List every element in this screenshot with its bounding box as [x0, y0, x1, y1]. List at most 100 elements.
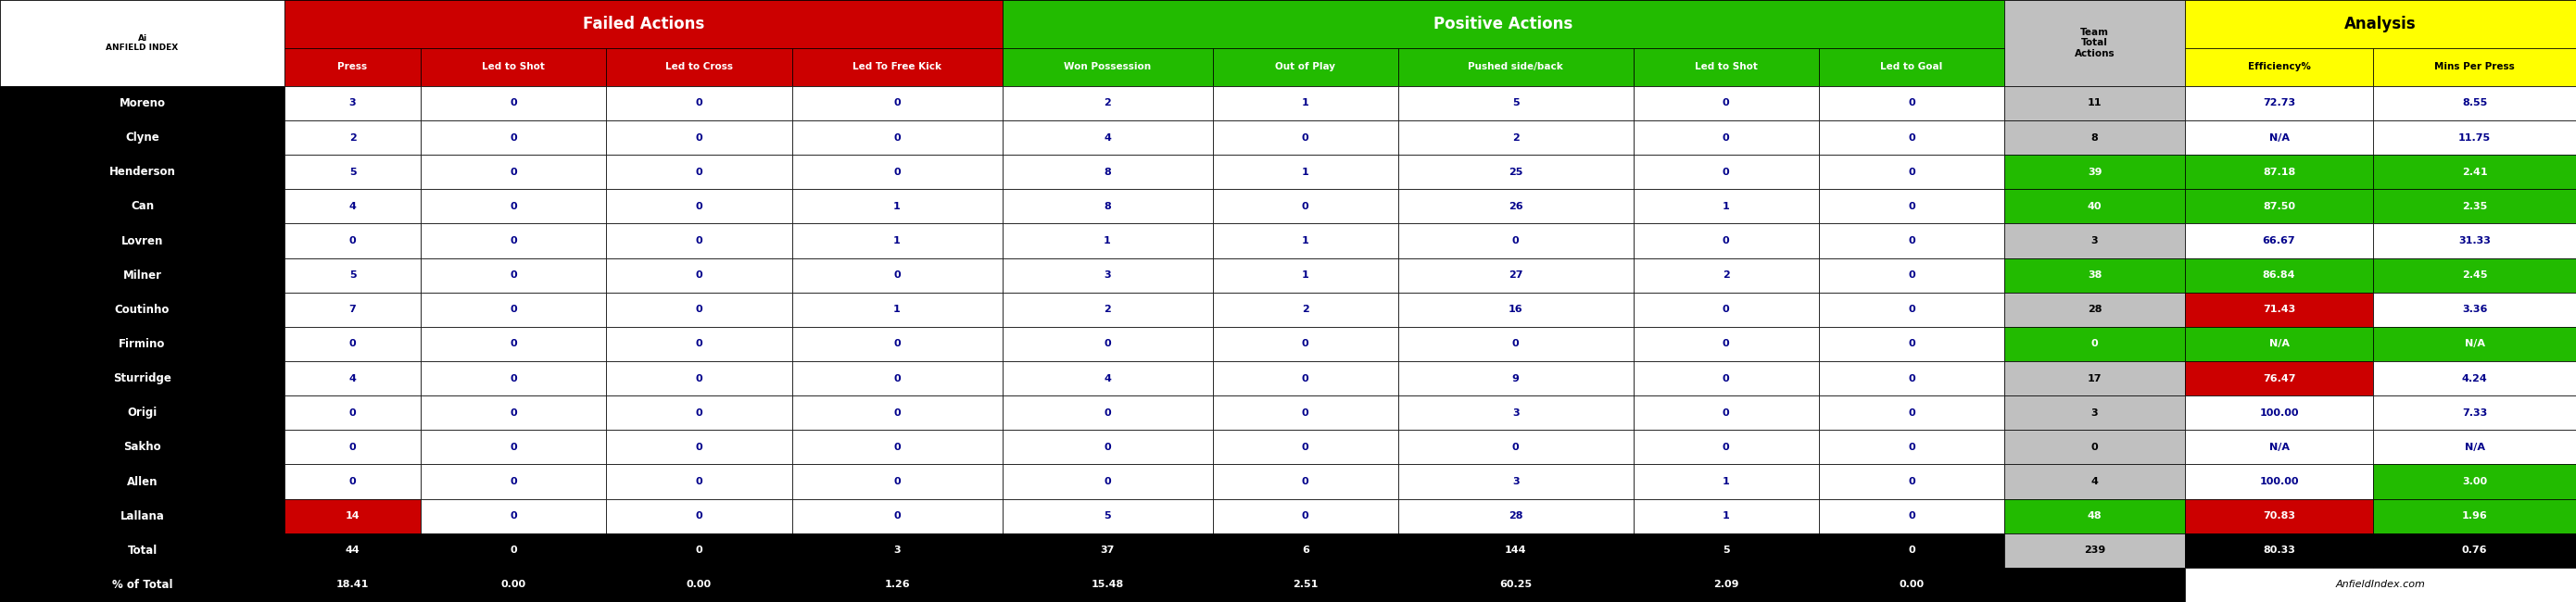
Bar: [1002, 430, 1213, 464]
Text: 0: 0: [1909, 202, 1914, 211]
Text: 8: 8: [1103, 167, 1110, 176]
Text: 0: 0: [510, 546, 518, 555]
Bar: [283, 327, 420, 361]
Text: 0: 0: [1512, 340, 1520, 349]
Text: 1: 1: [1723, 202, 1728, 211]
Bar: [791, 189, 1002, 223]
Bar: [420, 189, 605, 223]
Bar: [420, 568, 605, 602]
Text: 0.76: 0.76: [2463, 546, 2488, 555]
Bar: [283, 258, 420, 293]
Text: 18.41: 18.41: [337, 580, 368, 589]
Text: 239: 239: [2084, 546, 2105, 555]
Bar: [1213, 533, 1399, 568]
Text: 0: 0: [510, 236, 518, 246]
Bar: [1819, 120, 2004, 155]
Bar: [2372, 86, 2576, 120]
Bar: [605, 86, 791, 120]
Bar: [1213, 223, 1399, 258]
Bar: [1633, 533, 1819, 568]
Bar: [605, 464, 791, 499]
Bar: [1399, 258, 1633, 293]
Bar: [1213, 258, 1399, 293]
Bar: [1399, 189, 1633, 223]
Bar: [1819, 533, 2004, 568]
Bar: [2004, 327, 2184, 361]
Text: Led To Free Kick: Led To Free Kick: [853, 63, 940, 72]
Text: 3.36: 3.36: [2463, 305, 2488, 314]
Text: 0: 0: [696, 442, 703, 452]
Text: 3: 3: [350, 99, 355, 108]
Bar: [0, 86, 283, 120]
Text: 0: 0: [696, 511, 703, 521]
Text: 5: 5: [350, 270, 355, 280]
Text: 0: 0: [894, 133, 902, 142]
Bar: [2004, 258, 2184, 293]
Bar: [1002, 120, 1213, 155]
Text: 87.50: 87.50: [2262, 202, 2295, 211]
Text: 44: 44: [345, 546, 361, 555]
Text: 2: 2: [1103, 99, 1110, 108]
Bar: [1002, 464, 1213, 499]
Bar: [1633, 327, 1819, 361]
Bar: [1213, 189, 1399, 223]
Bar: [283, 293, 420, 327]
Bar: [420, 120, 605, 155]
Text: Lallana: Lallana: [121, 510, 165, 522]
Bar: [0, 464, 283, 499]
Bar: [2004, 464, 2184, 499]
Bar: [1002, 327, 1213, 361]
Bar: [420, 223, 605, 258]
Bar: [1819, 327, 2004, 361]
Bar: [2004, 533, 2184, 568]
Bar: [791, 499, 1002, 533]
Text: 1: 1: [1301, 236, 1309, 246]
Text: 1: 1: [1723, 477, 1728, 486]
Text: 0: 0: [1909, 408, 1914, 417]
Bar: [2372, 430, 2576, 464]
Bar: [605, 155, 791, 189]
Text: 39: 39: [2087, 167, 2102, 176]
Text: 0: 0: [696, 202, 703, 211]
Text: 0: 0: [894, 340, 902, 349]
Text: 0: 0: [1301, 133, 1309, 142]
Text: Firmino: Firmino: [118, 338, 165, 350]
Bar: [0, 293, 283, 327]
Text: Pushed side/back: Pushed side/back: [1468, 63, 1564, 72]
Bar: [2372, 533, 2576, 568]
Bar: [1819, 568, 2004, 602]
Text: Failed Actions: Failed Actions: [582, 16, 703, 33]
Text: 0: 0: [1909, 511, 1914, 521]
Text: 4: 4: [1103, 374, 1110, 383]
Bar: [2372, 464, 2576, 499]
Bar: [2004, 155, 2184, 189]
Bar: [605, 499, 791, 533]
Text: 37: 37: [1100, 546, 1115, 555]
Text: Led to Cross: Led to Cross: [665, 63, 734, 72]
Text: % of Total: % of Total: [111, 579, 173, 591]
Bar: [2184, 533, 2372, 568]
Text: 0: 0: [1512, 236, 1520, 246]
Text: 0: 0: [510, 133, 518, 142]
Bar: [283, 86, 420, 120]
Bar: [1002, 568, 1213, 602]
Bar: [791, 258, 1002, 293]
Bar: [1399, 223, 1633, 258]
Bar: [2184, 120, 2372, 155]
Bar: [1002, 361, 1213, 396]
Text: Led to Shot: Led to Shot: [482, 63, 546, 72]
Bar: [0, 189, 283, 223]
Text: 8: 8: [1103, 202, 1110, 211]
Text: Press: Press: [337, 63, 368, 72]
Text: 0: 0: [510, 511, 518, 521]
Text: 0: 0: [350, 442, 355, 452]
Bar: [791, 327, 1002, 361]
Text: N/A: N/A: [2269, 442, 2290, 452]
Bar: [2184, 396, 2372, 430]
Bar: [1213, 568, 1399, 602]
Bar: [1633, 48, 1819, 86]
Text: 4: 4: [1103, 133, 1110, 142]
Text: N/A: N/A: [2465, 340, 2486, 349]
Bar: [1399, 327, 1633, 361]
Bar: [1399, 48, 1633, 86]
